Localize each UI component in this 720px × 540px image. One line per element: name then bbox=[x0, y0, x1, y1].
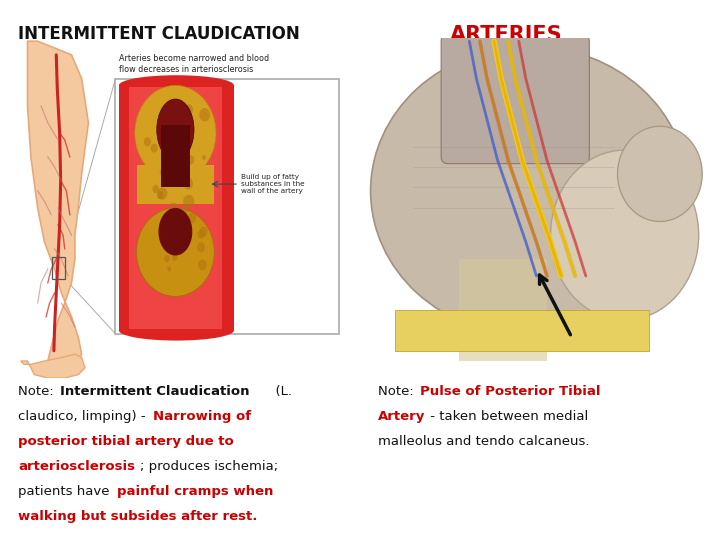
Ellipse shape bbox=[185, 104, 193, 114]
Ellipse shape bbox=[202, 155, 206, 160]
FancyBboxPatch shape bbox=[441, 35, 589, 164]
Ellipse shape bbox=[183, 194, 194, 209]
Ellipse shape bbox=[158, 187, 167, 200]
Bar bbox=[161, 125, 190, 187]
Ellipse shape bbox=[158, 208, 192, 255]
Ellipse shape bbox=[168, 202, 179, 216]
Text: Note:: Note: bbox=[18, 385, 58, 398]
Text: Pulse of Posterior Tibial: Pulse of Posterior Tibial bbox=[420, 385, 600, 398]
Bar bbox=[138, 165, 214, 205]
Polygon shape bbox=[27, 41, 89, 375]
Ellipse shape bbox=[157, 99, 194, 160]
Bar bbox=[395, 310, 649, 351]
Ellipse shape bbox=[135, 85, 216, 181]
Ellipse shape bbox=[166, 160, 174, 171]
Bar bbox=[129, 87, 222, 329]
Text: INTERMITTENT CLAUDICATION: INTERMITTENT CLAUDICATION bbox=[18, 25, 300, 43]
Text: Intermittent Claudication: Intermittent Claudication bbox=[60, 385, 250, 398]
Text: walking but subsides after rest.: walking but subsides after rest. bbox=[18, 510, 257, 523]
Text: ; produces ischemia;: ; produces ischemia; bbox=[140, 460, 278, 473]
Bar bbox=[119, 85, 234, 330]
Text: Note:: Note: bbox=[378, 385, 418, 398]
Ellipse shape bbox=[197, 242, 205, 252]
Ellipse shape bbox=[119, 320, 234, 341]
Ellipse shape bbox=[181, 204, 189, 213]
Text: Artery: Artery bbox=[378, 410, 426, 423]
Text: (L.: (L. bbox=[267, 385, 292, 398]
Ellipse shape bbox=[137, 208, 215, 296]
Ellipse shape bbox=[160, 169, 165, 176]
Ellipse shape bbox=[618, 126, 702, 221]
Ellipse shape bbox=[197, 230, 204, 239]
Bar bbox=[459, 259, 547, 361]
Ellipse shape bbox=[153, 185, 159, 193]
Text: Narrowing of: Narrowing of bbox=[153, 410, 251, 423]
Text: ARTERIES: ARTERIES bbox=[450, 25, 562, 45]
Ellipse shape bbox=[169, 152, 180, 165]
Ellipse shape bbox=[371, 46, 688, 335]
Ellipse shape bbox=[198, 260, 207, 271]
Ellipse shape bbox=[184, 178, 193, 190]
Text: painful cramps when: painful cramps when bbox=[117, 485, 274, 498]
Ellipse shape bbox=[157, 191, 163, 199]
Text: Build up of fatty
substances in the
wall of the artery: Build up of fatty substances in the wall… bbox=[240, 174, 305, 194]
Ellipse shape bbox=[199, 226, 208, 237]
Ellipse shape bbox=[187, 155, 194, 165]
Text: malleolus and tendo calcaneus.: malleolus and tendo calcaneus. bbox=[378, 435, 590, 448]
Ellipse shape bbox=[144, 137, 151, 146]
Ellipse shape bbox=[164, 255, 170, 262]
Ellipse shape bbox=[150, 144, 158, 153]
Text: arteriosclerosis: arteriosclerosis bbox=[18, 460, 135, 473]
Ellipse shape bbox=[119, 75, 234, 96]
Text: Arteries become narrowed and blood
flow decreases in arteriosclerosis: Arteries become narrowed and blood flow … bbox=[119, 54, 269, 73]
Polygon shape bbox=[21, 354, 85, 378]
Ellipse shape bbox=[551, 150, 698, 320]
Ellipse shape bbox=[199, 108, 210, 122]
Bar bbox=[115, 79, 339, 334]
Text: - taken between medial: - taken between medial bbox=[426, 410, 588, 423]
Ellipse shape bbox=[188, 213, 196, 223]
Bar bbox=[52, 257, 66, 279]
Ellipse shape bbox=[167, 266, 171, 272]
Text: posterior tibial artery due to: posterior tibial artery due to bbox=[18, 435, 234, 448]
Text: patients have: patients have bbox=[18, 485, 114, 498]
Ellipse shape bbox=[172, 254, 178, 261]
Text: claudico, limping) -: claudico, limping) - bbox=[18, 410, 150, 423]
Ellipse shape bbox=[171, 129, 175, 134]
